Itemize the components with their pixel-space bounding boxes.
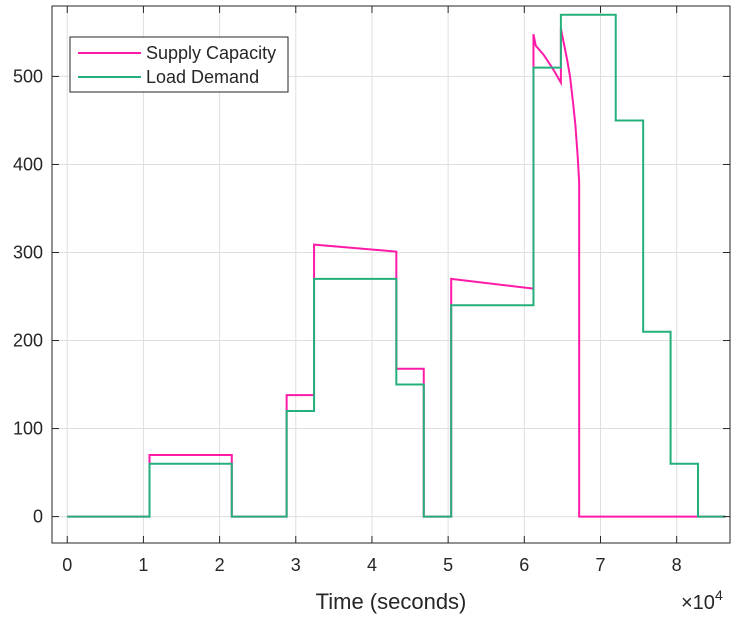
- x-tick-label: 1: [138, 555, 148, 575]
- y-tick-label: 400: [13, 154, 43, 174]
- legend: Supply Capacity Load Demand: [69, 36, 289, 93]
- y-tick-label: 300: [13, 242, 43, 262]
- x-axis-label: Time (seconds): [316, 589, 467, 614]
- x-exponent-base: ×10: [681, 592, 715, 614]
- x-tick-label: 0: [62, 555, 72, 575]
- x-exponent-label: ×104: [681, 587, 723, 614]
- x-tick-label: 3: [291, 555, 301, 575]
- x-tick-label: 4: [367, 555, 377, 575]
- y-tick-label: 0: [33, 507, 43, 527]
- axes-box: [51, 5, 731, 544]
- y-tick-label: 500: [13, 66, 43, 86]
- x-tick-label: 2: [215, 555, 225, 575]
- series-line-load-demand: [67, 13, 726, 518]
- legend-label-supply: Supply Capacity: [146, 43, 276, 63]
- axis-ticks: [52, 6, 730, 543]
- legend-label-load: Load Demand: [146, 67, 259, 87]
- y-tick-label: 100: [13, 419, 43, 439]
- x-exponent-power: 4: [715, 587, 723, 603]
- x-tick-label: 7: [595, 555, 605, 575]
- legend-box: [69, 36, 289, 93]
- x-tick-label: 8: [672, 555, 682, 575]
- x-tick-label: 6: [519, 555, 529, 575]
- y-tick-label: 200: [13, 331, 43, 351]
- x-tick-label: 5: [443, 555, 453, 575]
- plot-series: [67, 13, 726, 518]
- tick-labels: 0 1 2 3 4 5 6 7 8 0 100 200 300 400 500: [13, 66, 682, 575]
